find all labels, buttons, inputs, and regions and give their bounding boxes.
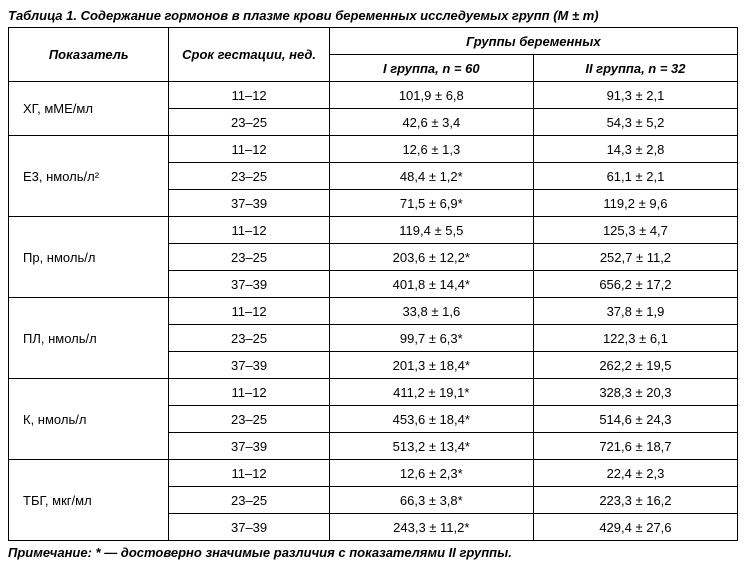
- group1-value-cell: 453,6 ± 18,4*: [329, 406, 533, 433]
- indicator-cell: Пр, нмоль/л: [9, 217, 169, 298]
- group2-value-cell: 14,3 ± 2,8: [533, 136, 737, 163]
- group1-value-cell: 71,5 ± 6,9*: [329, 190, 533, 217]
- group1-value-cell: 99,7 ± 6,3*: [329, 325, 533, 352]
- group2-value-cell: 328,3 ± 20,3: [533, 379, 737, 406]
- gestation-cell: 11–12: [169, 460, 329, 487]
- group1-value-cell: 48,4 ± 1,2*: [329, 163, 533, 190]
- group2-value-cell: 22,4 ± 2,3: [533, 460, 737, 487]
- gestation-cell: 23–25: [169, 487, 329, 514]
- gestation-cell: 23–25: [169, 325, 329, 352]
- gestation-cell: 23–25: [169, 406, 329, 433]
- group1-value-cell: 33,8 ± 1,6: [329, 298, 533, 325]
- group2-value-cell: 429,4 ± 27,6: [533, 514, 737, 541]
- table-row: ХГ, мМЕ/мл11–12101,9 ± 6,891,3 ± 2,1: [9, 82, 738, 109]
- group1-value-cell: 401,8 ± 14,4*: [329, 271, 533, 298]
- group1-value-cell: 12,6 ± 1,3: [329, 136, 533, 163]
- gestation-cell: 23–25: [169, 109, 329, 136]
- gestation-cell: 11–12: [169, 379, 329, 406]
- indicator-cell: Е3, нмоль/л²: [9, 136, 169, 217]
- group1-value-cell: 12,6 ± 2,3*: [329, 460, 533, 487]
- group2-value-cell: 656,2 ± 17,2: [533, 271, 737, 298]
- group2-value-cell: 37,8 ± 1,9: [533, 298, 737, 325]
- group2-value-cell: 223,3 ± 16,2: [533, 487, 737, 514]
- hormone-table: Показатель Срок гестации, нед. Группы бе…: [8, 27, 738, 541]
- indicator-cell: К, нмоль/л: [9, 379, 169, 460]
- gestation-cell: 23–25: [169, 244, 329, 271]
- group1-value-cell: 203,6 ± 12,2*: [329, 244, 533, 271]
- indicator-cell: ХГ, мМЕ/мл: [9, 82, 169, 136]
- table-body: ХГ, мМЕ/мл11–12101,9 ± 6,891,3 ± 2,123–2…: [9, 82, 738, 541]
- group1-value-cell: 66,3 ± 3,8*: [329, 487, 533, 514]
- table-row: Е3, нмоль/л²11–1212,6 ± 1,314,3 ± 2,8: [9, 136, 738, 163]
- group2-value-cell: 61,1 ± 2,1: [533, 163, 737, 190]
- gestation-cell: 37–39: [169, 271, 329, 298]
- table-caption: Таблица 1. Содержание гормонов в плазме …: [8, 8, 738, 23]
- group2-value-cell: 119,2 ± 9,6: [533, 190, 737, 217]
- group1-value-cell: 42,6 ± 3,4: [329, 109, 533, 136]
- group2-value-cell: 721,6 ± 18,7: [533, 433, 737, 460]
- group1-value-cell: 513,2 ± 13,4*: [329, 433, 533, 460]
- table-row: К, нмоль/л11–12411,2 ± 19,1*328,3 ± 20,3: [9, 379, 738, 406]
- table-row: Пр, нмоль/л11–12119,4 ± 5,5125,3 ± 4,7: [9, 217, 738, 244]
- gestation-cell: 11–12: [169, 217, 329, 244]
- header-groups: Группы беременных: [329, 28, 737, 55]
- gestation-cell: 23–25: [169, 163, 329, 190]
- gestation-cell: 37–39: [169, 352, 329, 379]
- header-group1: I группа, n = 60: [329, 55, 533, 82]
- table-head: Показатель Срок гестации, нед. Группы бе…: [9, 28, 738, 82]
- group1-value-cell: 411,2 ± 19,1*: [329, 379, 533, 406]
- group1-value-cell: 119,4 ± 5,5: [329, 217, 533, 244]
- indicator-cell: ТБГ, мкг/мл: [9, 460, 169, 541]
- group1-value-cell: 243,3 ± 11,2*: [329, 514, 533, 541]
- group2-value-cell: 54,3 ± 5,2: [533, 109, 737, 136]
- group1-value-cell: 201,3 ± 18,4*: [329, 352, 533, 379]
- table-row: ТБГ, мкг/мл11–1212,6 ± 2,3*22,4 ± 2,3: [9, 460, 738, 487]
- group2-value-cell: 514,6 ± 24,3: [533, 406, 737, 433]
- gestation-cell: 37–39: [169, 190, 329, 217]
- gestation-cell: 37–39: [169, 433, 329, 460]
- gestation-cell: 37–39: [169, 514, 329, 541]
- gestation-cell: 11–12: [169, 298, 329, 325]
- indicator-cell: ПЛ, нмоль/л: [9, 298, 169, 379]
- gestation-cell: 11–12: [169, 82, 329, 109]
- group1-value-cell: 101,9 ± 6,8: [329, 82, 533, 109]
- header-group2: II группа, n = 32: [533, 55, 737, 82]
- group2-value-cell: 125,3 ± 4,7: [533, 217, 737, 244]
- gestation-cell: 11–12: [169, 136, 329, 163]
- header-indicator: Показатель: [9, 28, 169, 82]
- table-row: ПЛ, нмоль/л11–1233,8 ± 1,637,8 ± 1,9: [9, 298, 738, 325]
- group2-value-cell: 262,2 ± 19,5: [533, 352, 737, 379]
- header-gestation: Срок гестации, нед.: [169, 28, 329, 82]
- group2-value-cell: 252,7 ± 11,2: [533, 244, 737, 271]
- group2-value-cell: 91,3 ± 2,1: [533, 82, 737, 109]
- group2-value-cell: 122,3 ± 6,1: [533, 325, 737, 352]
- table-note: Примечание: * — достоверно значимые разл…: [8, 545, 738, 560]
